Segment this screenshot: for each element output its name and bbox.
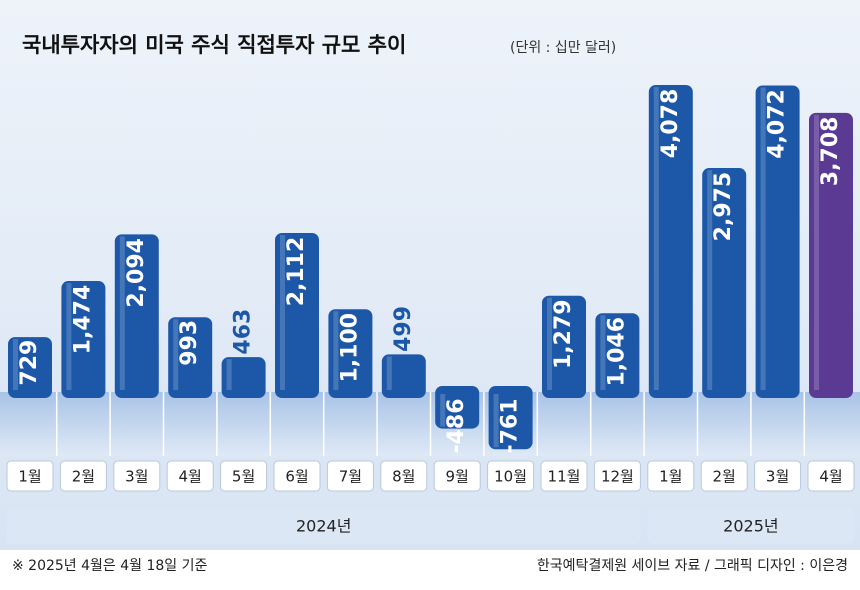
- bar: [8, 337, 52, 398]
- x-tick-label: 12월: [601, 468, 634, 486]
- bar: [435, 386, 480, 429]
- value-label: 3,708: [818, 117, 843, 187]
- x-tick-label: 10월: [494, 468, 527, 486]
- category-box: [700, 460, 748, 492]
- bar-highlight: [13, 339, 18, 390]
- x-tick-label: 4월: [819, 468, 842, 486]
- bar-highlight: [66, 283, 72, 390]
- bar: [275, 233, 319, 398]
- bar: [168, 317, 213, 398]
- value-label: 993: [177, 320, 202, 366]
- value-label: 729: [17, 340, 42, 386]
- bar: [61, 281, 106, 398]
- category-box: [273, 460, 321, 492]
- bar-highlight: [707, 170, 713, 390]
- group-label: 2025년: [723, 517, 778, 536]
- value-label: -761: [498, 398, 523, 453]
- bar-highlight: [600, 315, 606, 390]
- value-label: 2,975: [711, 172, 736, 242]
- bar-highlight: [653, 87, 659, 390]
- x-tick-label: 5월: [232, 468, 255, 486]
- bar: [114, 234, 159, 398]
- bar: [488, 386, 533, 450]
- category-box: [6, 460, 54, 492]
- category-box: [433, 460, 481, 492]
- value-label: 2,112: [284, 237, 309, 307]
- value-label: 2,094: [124, 238, 149, 308]
- bar-highlight: [119, 236, 125, 390]
- bar-highlight: [493, 394, 499, 448]
- category-box: [59, 460, 107, 492]
- x-tick-label: 2월: [72, 468, 95, 486]
- category-box: [326, 460, 374, 492]
- value-label: 1,279: [551, 299, 576, 369]
- category-box: [754, 460, 802, 492]
- value-label: 4,078: [658, 89, 683, 159]
- bar-highlight: [280, 235, 285, 390]
- value-label: 1,046: [604, 317, 629, 387]
- footnote: ※ 2025년 4월은 4월 18일 기준: [12, 558, 208, 574]
- x-tick-label: 6월: [285, 468, 308, 486]
- value-label: -486: [444, 398, 469, 453]
- value-label: 4,072: [765, 89, 790, 159]
- x-tick-label: 3월: [766, 468, 789, 486]
- category-box: [487, 460, 535, 492]
- category-box: [380, 460, 428, 492]
- x-tick-label: 11월: [548, 468, 581, 486]
- x-tick-label: 4월: [179, 468, 202, 486]
- bar: [809, 112, 853, 398]
- category-box: [593, 460, 641, 492]
- bar-highlight: [386, 356, 392, 390]
- category-box: [647, 460, 695, 492]
- category-box: [220, 460, 268, 492]
- x-tick-label: 8월: [392, 468, 415, 486]
- bar-highlight: [333, 311, 339, 390]
- bar: [328, 309, 373, 398]
- bar: [648, 85, 693, 398]
- group-band: [7, 508, 641, 544]
- bar-highlight: [760, 87, 766, 390]
- bar: [221, 357, 266, 398]
- source: 한국예탁결제원 세이브 자료 / 그래픽 디자인 : 이은경: [537, 558, 848, 574]
- x-tick-label: 2월: [713, 468, 736, 486]
- bar: [542, 295, 586, 398]
- x-tick-label: 1월: [18, 468, 41, 486]
- value-label: 1,474: [70, 285, 95, 355]
- value-label: 1,100: [337, 313, 362, 383]
- chart-title: 국내투자자의 미국 주식 직접투자 규모 추이: [22, 33, 406, 57]
- group-band: [647, 508, 854, 544]
- bar-highlight: [547, 297, 552, 390]
- x-tick-label: 3월: [125, 468, 148, 486]
- bar: [755, 85, 800, 398]
- chart-subtitle: (단위 : 십만 달러): [510, 40, 616, 56]
- bar: [381, 354, 426, 398]
- value-label: 463: [231, 309, 256, 355]
- x-tick-label: 9월: [446, 468, 469, 486]
- category-box: [113, 460, 161, 492]
- x-tick-label: 1월: [659, 468, 682, 486]
- footer-area: [0, 550, 860, 590]
- bar-highlight: [814, 114, 819, 390]
- bar: [702, 168, 747, 398]
- category-box: [166, 460, 214, 492]
- group-label: 2024년: [296, 517, 351, 536]
- bar: [595, 313, 640, 398]
- category-box: [807, 460, 855, 492]
- x-tick-label: 7월: [339, 468, 362, 486]
- bar-highlight: [173, 319, 179, 390]
- category-box: [540, 460, 588, 492]
- bar-highlight: [440, 394, 446, 427]
- value-label: 499: [391, 306, 416, 352]
- bar-highlight: [226, 359, 232, 390]
